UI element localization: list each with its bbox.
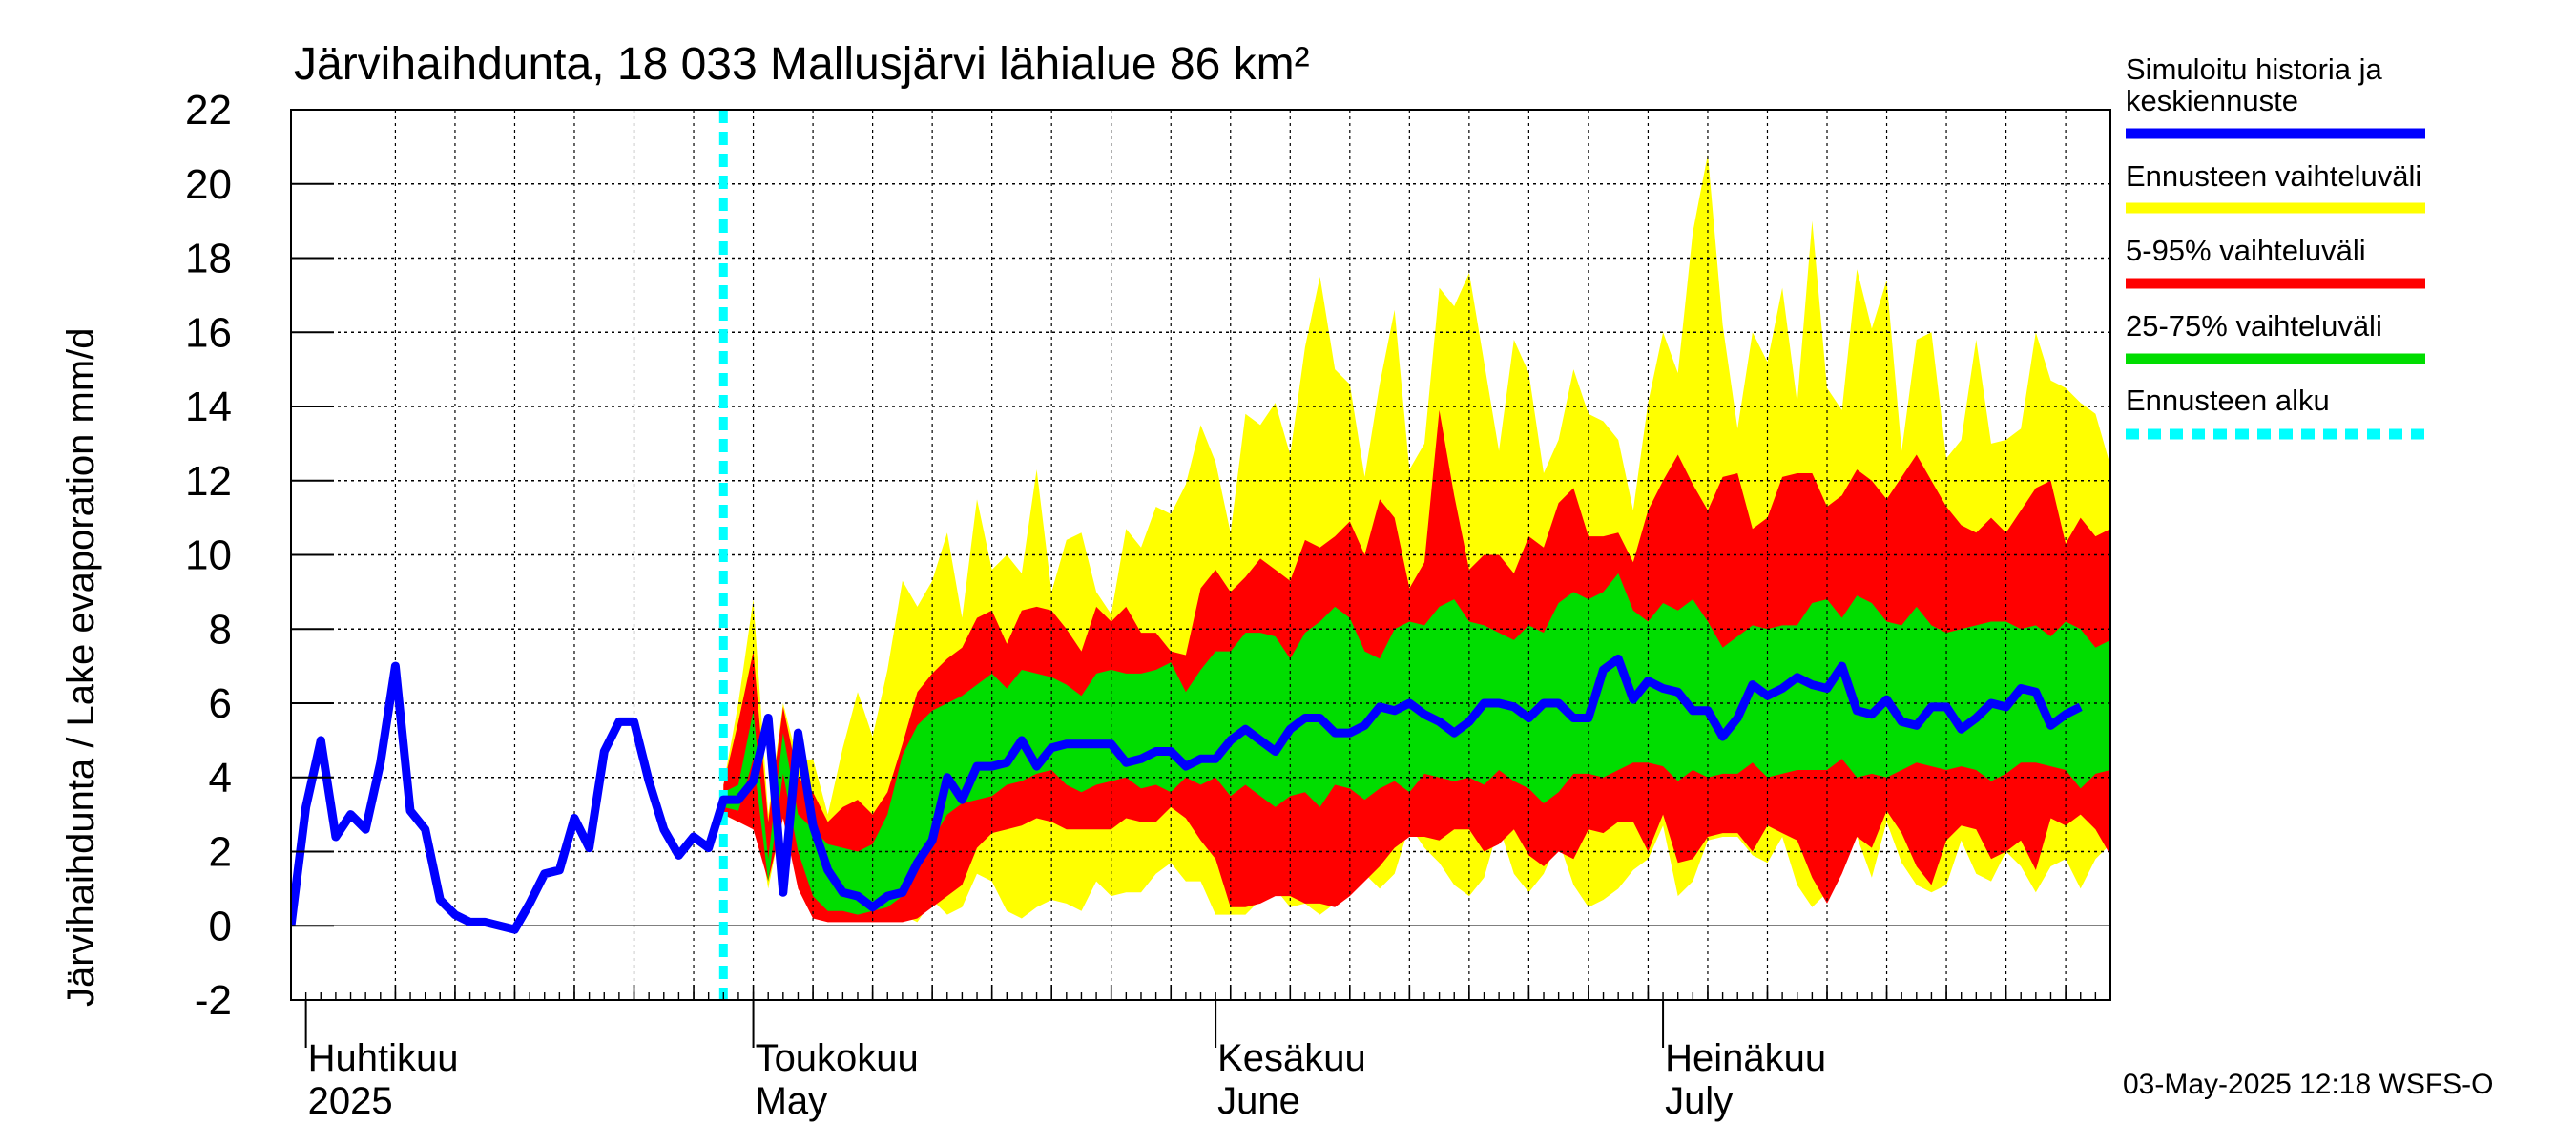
x-month-label-fi: Kesäkuu <box>1217 1037 1366 1079</box>
mean-line <box>291 654 2083 934</box>
y-tick-label: 18 <box>185 236 232 282</box>
axes <box>290 109 2111 1048</box>
y-tick-label: 6 <box>209 680 232 727</box>
band-25-75-vaihteluv-li <box>723 572 2110 915</box>
y-tick-label: 8 <box>209 606 232 653</box>
x-month-label-fi: Huhtikuu <box>308 1037 459 1079</box>
chart-title: Järvihaihdunta, 18 033 Mallusjärvi lähia… <box>294 39 1310 90</box>
y-tick-label: 20 <box>185 161 232 208</box>
x-month-label-en: May <box>756 1080 828 1122</box>
y-tick-label: -2 <box>195 977 232 1024</box>
y-axis-label: Järvihaihdunta / Lake evaporation mm/d <box>60 327 102 1007</box>
legend-label-line1: Simuloitu historia ja <box>2126 52 2383 86</box>
y-tick-label: 16 <box>185 309 232 356</box>
legend-label: 25-75% vaihteluväli <box>2126 309 2382 343</box>
plot-frame <box>290 109 2111 1001</box>
x-month-label-en: June <box>1217 1080 1300 1122</box>
grid <box>291 110 2110 1000</box>
y-tick-label: 12 <box>185 458 232 505</box>
y-tick-label: 4 <box>209 755 232 802</box>
y-tick-label: 10 <box>185 532 232 579</box>
y-tick-label: 0 <box>209 903 232 949</box>
legend-label: Ennusteen vaihteluväli <box>2126 159 2421 193</box>
x-month-label-fi: Toukokuu <box>756 1037 919 1079</box>
legend-label: 5-95% vaihteluväli <box>2126 234 2366 267</box>
x-month-label-en: 2025 <box>308 1080 393 1122</box>
legend-label-line2: keskiennuste <box>2126 84 2298 117</box>
series-lines <box>291 110 2083 1000</box>
x-month-label-fi: Heinäkuu <box>1665 1037 1826 1079</box>
forecast-bands <box>723 154 2110 923</box>
x-month-label-en: July <box>1665 1080 1733 1122</box>
timestamp: 03-May-2025 12:18 WSFS-O <box>2123 1069 2494 1100</box>
legend-label: Ennusteen alku <box>2126 384 2330 417</box>
y-tick-label: 14 <box>185 384 232 430</box>
y-tick-label: 2 <box>209 829 232 876</box>
y-tick-label: 22 <box>185 87 232 134</box>
